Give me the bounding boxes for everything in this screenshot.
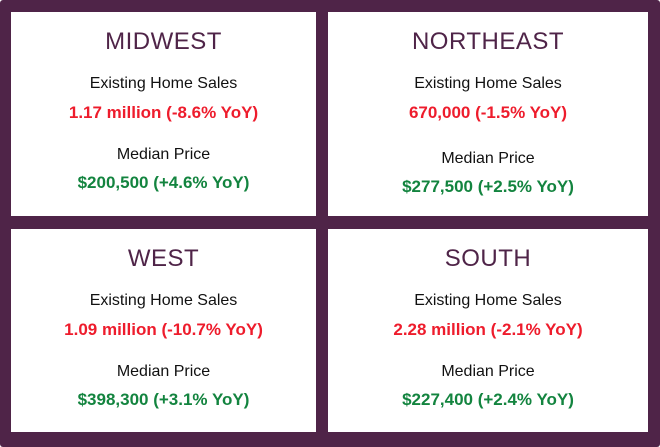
- sales-label: Existing Home Sales: [89, 292, 238, 309]
- region-title: NORTHEAST: [411, 28, 565, 55]
- sales-label: Existing Home Sales: [89, 75, 238, 92]
- region-panel-northeast: NORTHEAST Existing Home Sales 670,000 (-…: [328, 12, 648, 216]
- price-label: Median Price: [441, 363, 535, 380]
- region-title: MIDWEST: [105, 28, 222, 55]
- price-label: Median Price: [116, 363, 211, 380]
- region-title: WEST: [127, 245, 200, 272]
- price-value: $277,500 (+2.5% YoY): [402, 177, 574, 196]
- region-panel-west: WEST Existing Home Sales 1.09 million (-…: [11, 229, 316, 432]
- price-value: $227,400 (+2.4% YoY): [402, 390, 574, 409]
- sales-label: Existing Home Sales: [414, 292, 562, 309]
- price-label: Median Price: [441, 150, 535, 167]
- sales-value: 2.28 million (-2.1% YoY): [393, 320, 583, 339]
- price-label: Median Price: [116, 146, 211, 163]
- sales-value: 670,000 (-1.5% YoY): [408, 103, 568, 122]
- price-value: $398,300 (+3.1% YoY): [77, 390, 250, 409]
- region-panel-south: SOUTH Existing Home Sales 2.28 million (…: [328, 229, 648, 432]
- price-value: $200,500 (+4.6% YoY): [77, 173, 250, 192]
- region-panel-midwest: MIDWEST Existing Home Sales 1.17 million…: [11, 12, 316, 216]
- region-title: SOUTH: [444, 245, 532, 272]
- sales-value: 1.09 million (-10.7% YoY): [64, 320, 263, 339]
- sales-value: 1.17 million (-8.6% YoY): [68, 103, 259, 122]
- sales-label: Existing Home Sales: [414, 75, 562, 92]
